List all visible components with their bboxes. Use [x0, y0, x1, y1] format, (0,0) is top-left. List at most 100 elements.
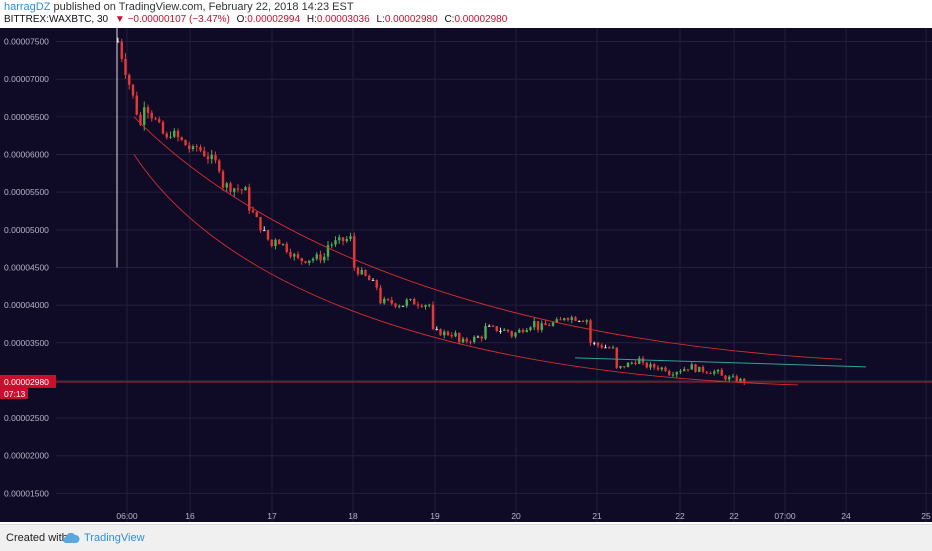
x-tick-label: 21 [592, 511, 602, 521]
author-link[interactable]: harragDZ [4, 1, 51, 13]
candle-body [604, 347, 607, 349]
candle-body [540, 323, 543, 330]
candle-body [585, 320, 588, 322]
candle-body [731, 376, 735, 378]
candle-body [428, 304, 431, 306]
countdown-label: 07:13 [4, 389, 26, 399]
tradingview-cloud-icon [62, 531, 80, 549]
candle-body [315, 254, 318, 259]
candle-body [371, 280, 375, 282]
candle-body [413, 298, 416, 305]
candle-body [203, 150, 206, 157]
candle-body [701, 366, 705, 372]
y-tick-label: 0.00004000 [4, 300, 49, 310]
candle-body [491, 325, 495, 327]
candle-body [499, 330, 502, 332]
candle-body [296, 254, 300, 259]
candle-body [521, 329, 525, 333]
candle-body [135, 95, 138, 115]
candle-body [443, 331, 446, 336]
candle-body [626, 362, 630, 368]
x-tick-label: 22 [675, 511, 685, 521]
tradingview-brand-link[interactable]: TradingView [84, 532, 145, 544]
candle-body [480, 336, 483, 339]
x-tick-label: 20 [511, 511, 521, 521]
candle-body [638, 358, 641, 364]
x-tick-label: 07:00 [774, 511, 796, 521]
candle-body [285, 243, 288, 252]
x-tick-label: 06:00 [116, 511, 138, 521]
candle-body [131, 84, 135, 96]
candle-body [165, 133, 168, 138]
candle-body [236, 188, 240, 190]
candle-body [390, 300, 393, 304]
candle-body [709, 372, 712, 374]
candle-body [739, 378, 742, 382]
candle-body [668, 370, 671, 376]
candle-body [409, 298, 412, 300]
candle-body [304, 261, 307, 263]
candle-body [671, 374, 675, 376]
candle-body [240, 189, 243, 191]
candle-body [308, 260, 311, 263]
candle-body [634, 362, 637, 364]
candle-body [364, 270, 367, 276]
candle-body [559, 319, 562, 321]
candle-body [270, 239, 273, 247]
candle-body [416, 304, 420, 306]
candle-body [326, 245, 330, 257]
candle-body [293, 254, 296, 257]
candle-body [169, 136, 172, 138]
candle-body [311, 258, 315, 261]
candle-body [698, 366, 701, 372]
x-tick-label: 25 [921, 511, 931, 521]
candle-body [461, 338, 465, 343]
candle-body [360, 270, 363, 275]
candle-body [394, 303, 397, 307]
candle-body [518, 329, 521, 333]
candle-body [694, 364, 697, 372]
chart-area[interactable]: 0.00007500 0.00007000 0.00006500 0.00006000… [0, 28, 932, 524]
plot-background [56, 28, 932, 522]
candle-body [251, 210, 255, 213]
price-axis-background [0, 28, 56, 522]
candle-body [653, 364, 656, 368]
x-tick-label: 22 [729, 511, 739, 521]
candle-body [484, 326, 487, 339]
created-with-text: Created with [6, 532, 68, 544]
candle-body [454, 332, 457, 337]
candle-body [619, 366, 622, 368]
candle-body [281, 243, 285, 245]
candle-body [158, 119, 161, 123]
y-tick-label: 0.00002500 [4, 413, 49, 423]
candle-body [356, 267, 360, 275]
candle-body [675, 372, 678, 375]
candle-body [593, 342, 596, 344]
candle-body [176, 130, 180, 138]
candle-body [641, 358, 645, 363]
candle-body [544, 323, 547, 326]
candle-body [735, 376, 738, 382]
candle-body [353, 236, 356, 268]
open-value: 0.00002994 [247, 14, 301, 25]
candle-body [555, 319, 558, 323]
candle-body [225, 183, 228, 188]
candle-body [724, 375, 727, 380]
candle-body [431, 304, 435, 329]
candle-body [611, 347, 615, 349]
candle-body [368, 275, 371, 281]
y-tick-label: 0.00005000 [4, 225, 49, 235]
candle-body [581, 321, 585, 323]
candle-body [206, 156, 210, 160]
candle-body [686, 369, 690, 371]
y-tick-label: 0.00004500 [4, 262, 49, 272]
candle-body [278, 239, 281, 245]
low-value: 0.00002980 [384, 14, 438, 25]
candle-body [656, 367, 660, 370]
candle-body [551, 322, 555, 326]
y-tick-label: 0.00001500 [4, 488, 49, 498]
candle-body [229, 183, 232, 192]
price-chart[interactable]: 0.00007500 0.00007000 0.00006500 0.00006000… [0, 28, 932, 524]
candle-body [383, 298, 386, 304]
x-tick-label: 18 [348, 511, 358, 521]
